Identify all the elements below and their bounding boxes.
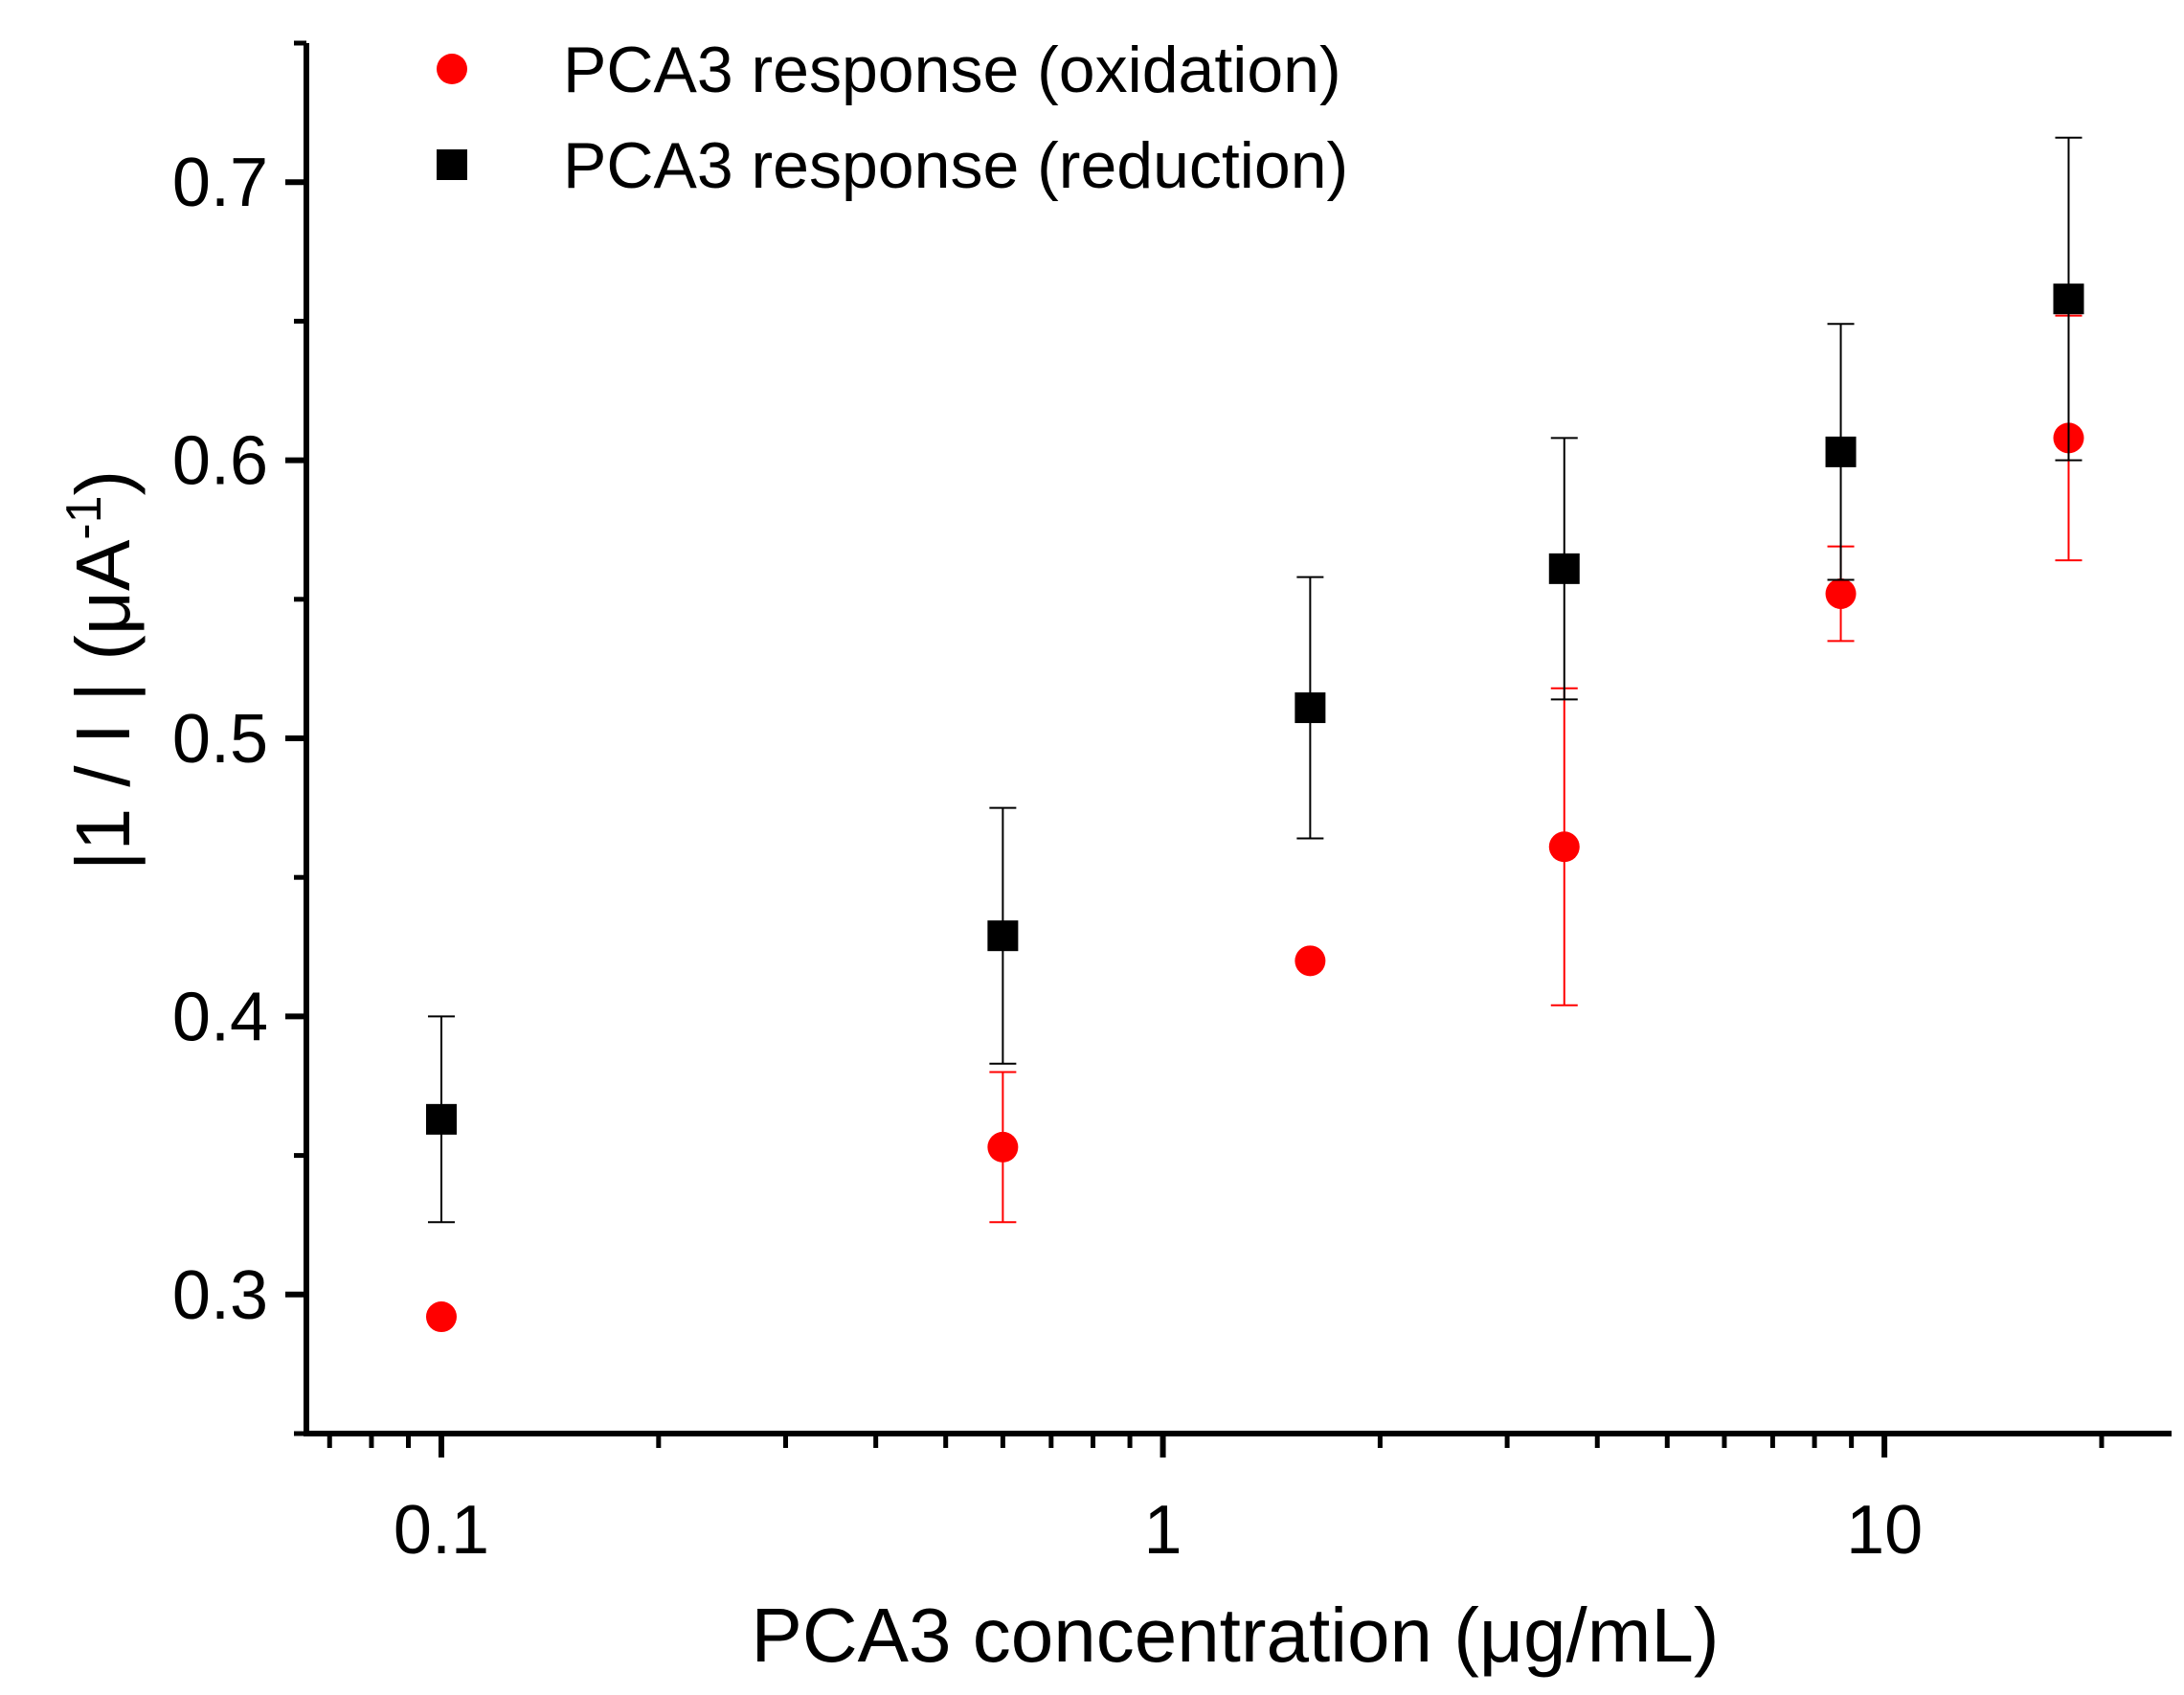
series-oxidation	[425, 314, 2084, 1333]
y-tick-label: 0.3	[172, 1257, 268, 1334]
legend-marker-square	[437, 149, 467, 180]
data-point-square	[1825, 436, 1857, 467]
x-tick-label: 0.1	[394, 1492, 489, 1569]
x-tick-label: 1	[1144, 1492, 1182, 1569]
data-point-circle	[1295, 945, 1326, 977]
data-point-square	[987, 920, 1019, 952]
x-tick-label: 10	[1846, 1492, 1923, 1569]
series-reduction	[425, 136, 2084, 1224]
data-point-square	[425, 1103, 457, 1135]
legend-marker-circle	[437, 54, 467, 84]
y-tick-label: 0.7	[172, 145, 268, 221]
legend: PCA3 response (oxidation) PCA3 response (…	[437, 34, 1348, 202]
legend-label: PCA3 response (reduction)	[563, 129, 1348, 202]
y-tick-label: 0.4	[172, 979, 268, 1055]
data-point-circle	[425, 1301, 457, 1333]
y-axis-title-end: )	[60, 470, 146, 496]
y-tick-label: 0.5	[172, 701, 268, 778]
y-tick-label: 0.6	[172, 423, 268, 500]
y-axis-title-superscript: -1	[56, 495, 112, 539]
data-point-circle	[1825, 577, 1857, 609]
data-point-square	[1295, 692, 1326, 724]
x-axis-title: PCA3 concentration (μg/mL)	[752, 1593, 1720, 1678]
data-point-circle	[1548, 831, 1580, 863]
data-point-square	[1548, 553, 1580, 584]
y-axis-title-main: |1 / I | (μA	[60, 539, 146, 870]
data-point-square	[2053, 283, 2084, 315]
legend-label: PCA3 response (oxidation)	[563, 34, 1341, 106]
data-point-circle	[987, 1131, 1019, 1163]
y-axis-title: |1 / I | (μA-1)	[56, 470, 146, 870]
